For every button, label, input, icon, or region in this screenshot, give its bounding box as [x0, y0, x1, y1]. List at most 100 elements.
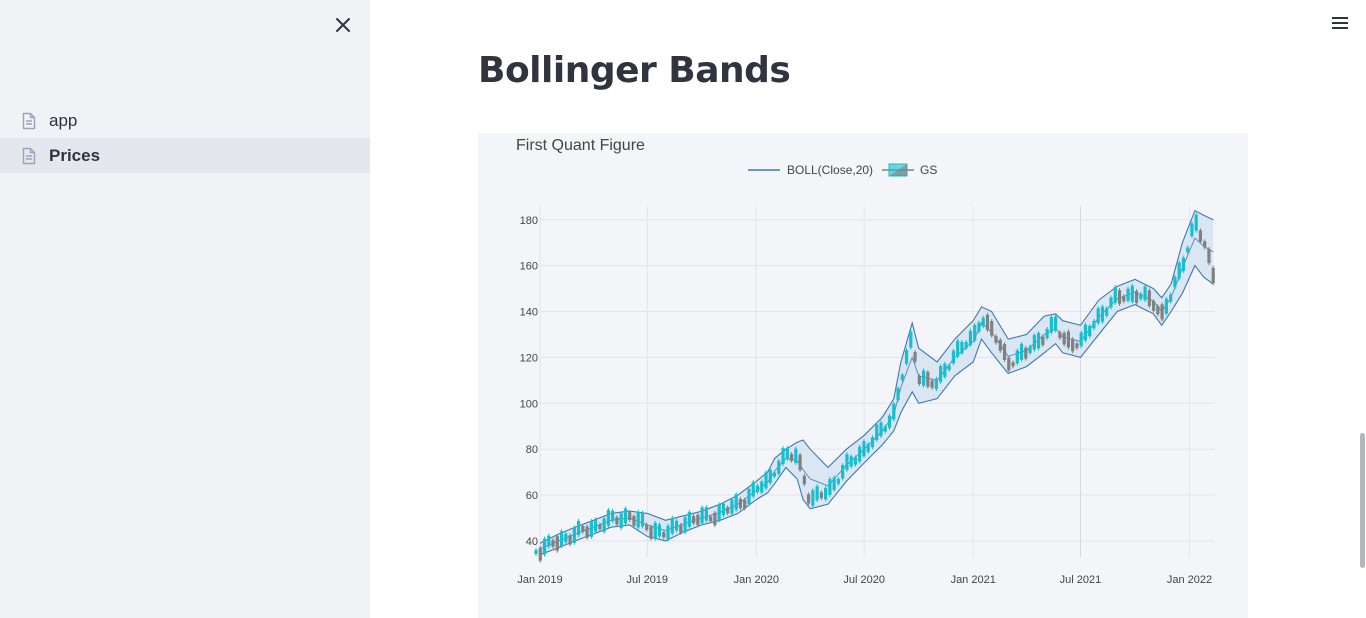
- candle-body[interactable]: [1045, 328, 1049, 339]
- candle-body[interactable]: [785, 448, 789, 459]
- candle-body[interactable]: [875, 424, 879, 441]
- candle-body[interactable]: [943, 363, 947, 377]
- candle-body[interactable]: [1105, 308, 1109, 316]
- candle-body[interactable]: [576, 520, 581, 536]
- candle-body[interactable]: [679, 524, 683, 533]
- candle-body[interactable]: [1198, 230, 1203, 242]
- candle-body[interactable]: [1143, 286, 1147, 301]
- candle-body[interactable]: [1049, 316, 1053, 333]
- candle-body[interactable]: [1024, 347, 1028, 359]
- candle-body[interactable]: [713, 512, 717, 526]
- candle-body[interactable]: [998, 339, 1002, 351]
- candle-body[interactable]: [772, 472, 777, 477]
- candle-body[interactable]: [824, 487, 828, 500]
- candle-body[interactable]: [615, 517, 619, 525]
- candle-body[interactable]: [1203, 241, 1207, 248]
- candle-body[interactable]: [866, 443, 870, 452]
- candle-body[interactable]: [777, 460, 781, 474]
- candle-body[interactable]: [1207, 248, 1211, 264]
- candle-body[interactable]: [1088, 325, 1092, 337]
- candle-body[interactable]: [691, 516, 696, 524]
- candle-body[interactable]: [981, 317, 985, 327]
- candle-body[interactable]: [964, 341, 968, 349]
- legend-boll-label[interactable]: BOLL(Close,20): [787, 163, 873, 177]
- candle-body[interactable]: [551, 539, 555, 547]
- candle-body[interactable]: [649, 526, 653, 539]
- candle-body[interactable]: [904, 350, 909, 364]
- candle-body[interactable]: [973, 325, 977, 341]
- candle-body[interactable]: [1211, 267, 1215, 284]
- candle-body[interactable]: [1134, 291, 1139, 303]
- candle-body[interactable]: [858, 446, 862, 462]
- candle-body[interactable]: [602, 518, 606, 532]
- candle-body[interactable]: [853, 457, 858, 465]
- candle-body[interactable]: [1130, 285, 1134, 302]
- sidebar-item-app[interactable]: app: [0, 103, 370, 138]
- candle-body[interactable]: [696, 514, 700, 526]
- candle-body[interactable]: [568, 535, 572, 545]
- candle-body[interactable]: [1109, 297, 1113, 308]
- candle-body[interactable]: [883, 426, 887, 432]
- candle-body[interactable]: [1147, 290, 1151, 307]
- candle-body[interactable]: [717, 504, 721, 521]
- candle-body[interactable]: [960, 341, 964, 354]
- candle-body[interactable]: [841, 465, 845, 479]
- candle-body[interactable]: [764, 472, 768, 489]
- candle-body[interactable]: [559, 531, 564, 547]
- candle-body[interactable]: [1075, 343, 1079, 349]
- upper-band-line[interactable]: [539, 209, 1214, 544]
- candle-body[interactable]: [721, 503, 726, 516]
- candle-body[interactable]: [968, 330, 973, 345]
- candle-body[interactable]: [555, 536, 559, 551]
- candle-body[interactable]: [815, 486, 819, 501]
- candle-body[interactable]: [1169, 294, 1173, 302]
- candle-body[interactable]: [542, 538, 547, 555]
- candle-body[interactable]: [726, 507, 730, 514]
- candle-body[interactable]: [845, 454, 849, 470]
- candle-body[interactable]: [806, 494, 811, 504]
- candle-body[interactable]: [687, 511, 691, 527]
- scrollbar-thumb[interactable]: [1360, 433, 1365, 568]
- candle-body[interactable]: [683, 517, 687, 533]
- candle-body[interactable]: [896, 388, 900, 401]
- candle-body[interactable]: [994, 336, 998, 343]
- close-icon[interactable]: [332, 14, 354, 36]
- candle-body[interactable]: [581, 525, 585, 532]
- candle-body[interactable]: [734, 494, 738, 510]
- candle-body[interactable]: [611, 510, 615, 522]
- candle-body[interactable]: [798, 454, 802, 471]
- middle-band-line[interactable]: [539, 237, 1214, 550]
- candle-body[interactable]: [1186, 247, 1190, 253]
- candle-body[interactable]: [670, 517, 674, 534]
- candle-body[interactable]: [1177, 262, 1181, 279]
- candle-body[interactable]: [913, 351, 917, 362]
- candle-body[interactable]: [909, 331, 913, 348]
- candle-body[interactable]: [585, 526, 589, 538]
- candle-body[interactable]: [538, 547, 542, 561]
- candle-body[interactable]: [547, 535, 551, 547]
- candle-body[interactable]: [738, 498, 743, 509]
- candle-body[interactable]: [606, 509, 611, 526]
- candle-body[interactable]: [887, 415, 892, 428]
- candle-body[interactable]: [951, 350, 956, 364]
- candle-body[interactable]: [921, 370, 926, 386]
- candle-body[interactable]: [990, 321, 994, 336]
- candle-body[interactable]: [956, 340, 960, 357]
- candle-body[interactable]: [781, 448, 785, 465]
- candle-body[interactable]: [1092, 320, 1096, 329]
- candle-body[interactable]: [674, 520, 679, 531]
- candle-body[interactable]: [619, 513, 623, 529]
- candle-body[interactable]: [849, 456, 853, 467]
- candle-body[interactable]: [1190, 223, 1194, 237]
- candle-body[interactable]: [819, 492, 823, 499]
- candle-body[interactable]: [1011, 362, 1015, 367]
- bollinger-chart[interactable]: 40 60 80 100 120 140 160 180 Jan 2019 Jul 2019 Jan…: [478, 133, 1248, 618]
- chart-container[interactable]: 40 60 80 100 120 140 160 180 Jan 2019 Jul 2019 Jan…: [478, 133, 1248, 618]
- candle-body[interactable]: [623, 508, 628, 524]
- candle-body[interactable]: [628, 512, 632, 521]
- legend[interactable]: BOLL(Close,20) GS: [748, 163, 937, 177]
- candle-body[interactable]: [1054, 316, 1058, 331]
- candle-body[interactable]: [934, 378, 938, 390]
- candle-body[interactable]: [1113, 286, 1117, 303]
- candle-body[interactable]: [1041, 336, 1045, 345]
